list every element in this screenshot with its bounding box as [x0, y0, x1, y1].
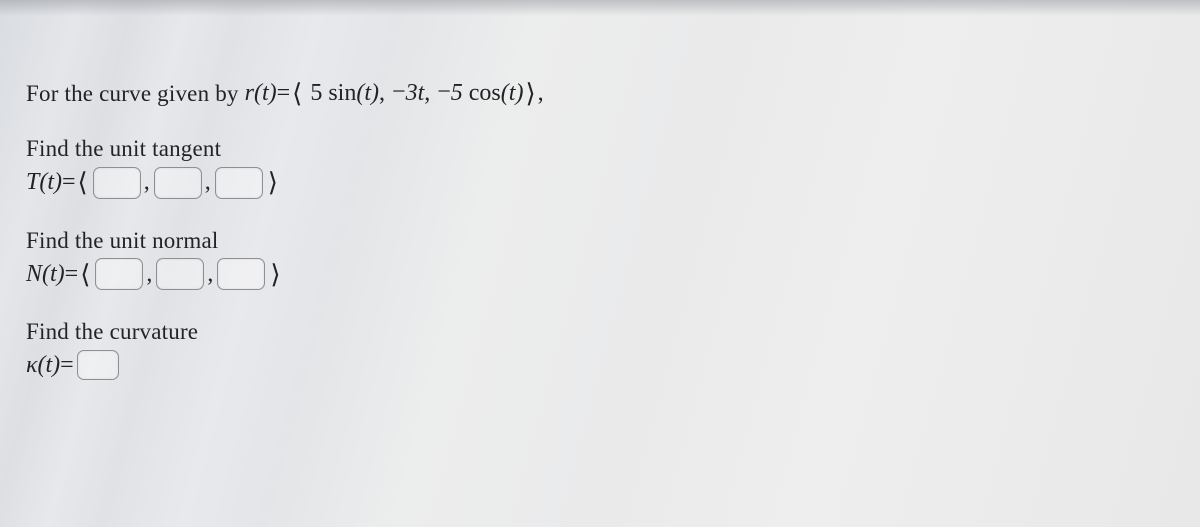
top-shadow — [0, 0, 1200, 16]
q1-lhs: T(t) — [26, 168, 62, 197]
intro-equals: = — [277, 79, 291, 108]
q2-blank-2[interactable] — [156, 258, 204, 290]
comma: , — [205, 168, 212, 197]
intro-trail: , — [538, 79, 544, 108]
comma: , — [207, 260, 214, 289]
intro-section: For the curve given by r(t) = ⟨ 5 sin(t)… — [26, 78, 1182, 109]
intro-comp1: 5 sin(t) — [310, 79, 379, 108]
q2-section: Find the unit normal N(t) = ⟨ , , ⟩ — [26, 227, 1182, 291]
intro-close-bracket: ⟩ — [523, 78, 537, 109]
q2-open-bracket: ⟨ — [78, 259, 92, 290]
intro-line: For the curve given by r(t) = ⟨ 5 sin(t)… — [26, 78, 1182, 109]
q2-lhs: N(t) — [26, 260, 65, 289]
q2-blank-3[interactable] — [217, 258, 265, 290]
q1-section: Find the unit tangent T(t) = ⟨ , , ⟩ — [26, 135, 1182, 199]
intro-open-bracket: ⟨ — [290, 78, 304, 109]
q3-lhs: κ(t) — [26, 351, 60, 380]
q2-prompt: Find the unit normal — [26, 227, 1182, 255]
q2-equals: = — [65, 260, 79, 289]
comma: , — [379, 79, 386, 108]
q3-blank-1[interactable] — [77, 350, 119, 380]
intro-prefix: For the curve given by — [26, 80, 239, 108]
comma: , — [146, 260, 153, 289]
intro-comp2: −3t — [392, 79, 424, 108]
q2-blank-1[interactable] — [95, 258, 143, 290]
curve-lhs: r(t) — [245, 79, 277, 108]
comma: , — [424, 79, 431, 108]
q3-equals: = — [60, 351, 74, 380]
q1-equation: T(t) = ⟨ , , ⟩ — [26, 167, 1182, 199]
q1-equals: = — [62, 168, 76, 197]
comma: , — [144, 168, 151, 197]
q1-blank-3[interactable] — [215, 167, 263, 199]
q2-equation: N(t) = ⟨ , , ⟩ — [26, 258, 1182, 290]
q3-equation: κ(t) = — [26, 350, 1182, 380]
q2-close-bracket: ⟩ — [268, 259, 282, 290]
q1-blank-2[interactable] — [154, 167, 202, 199]
problem-page: For the curve given by r(t) = ⟨ 5 sin(t)… — [0, 0, 1200, 527]
q1-open-bracket: ⟨ — [76, 167, 90, 198]
q1-prompt: Find the unit tangent — [26, 135, 1182, 163]
q3-prompt: Find the curvature — [26, 318, 1182, 346]
q3-section: Find the curvature κ(t) = — [26, 318, 1182, 380]
q1-blank-1[interactable] — [93, 167, 141, 199]
intro-comp3: −5 cos(t) — [437, 79, 523, 108]
q1-close-bracket: ⟩ — [266, 167, 280, 198]
